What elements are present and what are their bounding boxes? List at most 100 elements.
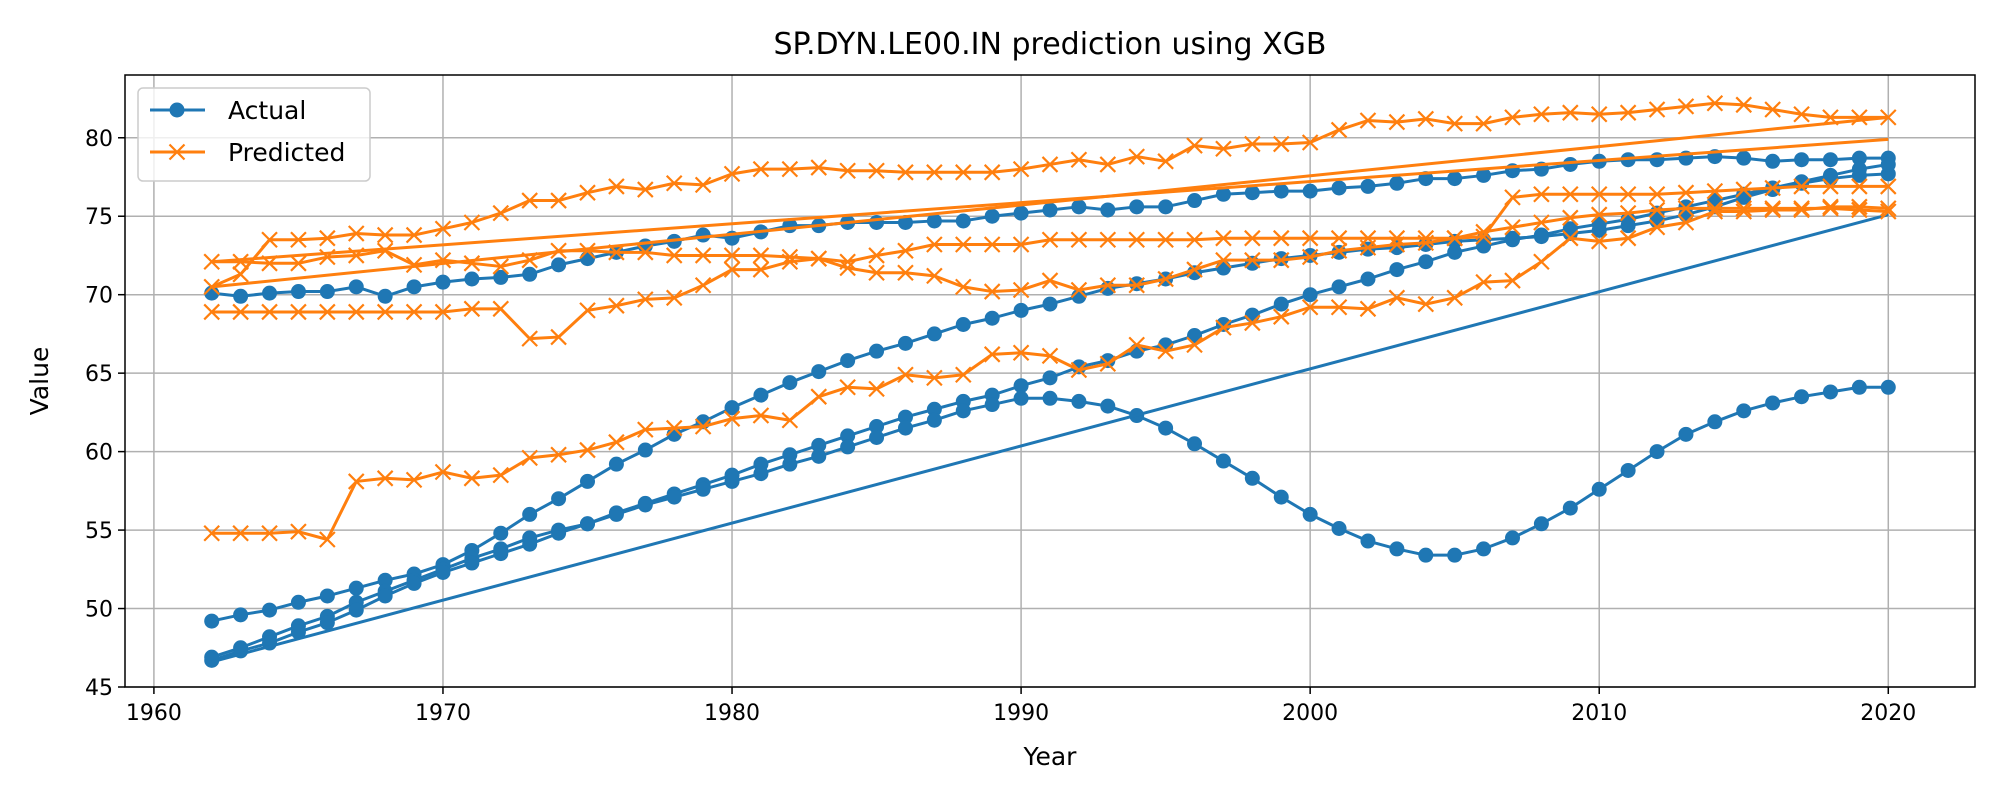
- predicted-point: [434, 220, 452, 238]
- predicted-point: [405, 256, 423, 274]
- actual-point: [1273, 251, 1289, 267]
- actual-point: [1765, 395, 1781, 411]
- actual-point: [811, 437, 827, 453]
- actual-point: [1302, 247, 1318, 263]
- actual-point: [551, 491, 567, 507]
- x-tick-label: 1980: [704, 701, 760, 726]
- predicted-point: [1475, 273, 1492, 291]
- predicted-point: [1244, 314, 1261, 332]
- predicted-point: [232, 524, 249, 542]
- predicted-point: [608, 433, 625, 451]
- predicted-point: [1793, 201, 1810, 219]
- predicted-point: [290, 523, 307, 540]
- actual-point: [1100, 202, 1116, 218]
- predicted-point: [1330, 121, 1348, 139]
- predicted-point: [637, 291, 654, 308]
- actual-point: [290, 284, 306, 300]
- y-tick-label: 75: [85, 205, 113, 230]
- series-actual-3: [204, 379, 1896, 668]
- predicted-point: [1301, 134, 1319, 151]
- predicted-point: [1215, 140, 1232, 158]
- predicted-point: [1359, 229, 1377, 247]
- actual-point: [724, 400, 740, 416]
- actual-point: [262, 602, 278, 618]
- predicted-point: [1533, 214, 1550, 231]
- actual-point: [1880, 156, 1896, 172]
- predicted-point: [1128, 231, 1145, 249]
- actual-point: [1562, 156, 1578, 172]
- predicted-point: [1215, 251, 1232, 269]
- actual-point: [1389, 175, 1405, 191]
- predicted-point: [1272, 229, 1290, 247]
- y-axis: 45 50 55 60 65 70 75 80: [85, 127, 125, 701]
- predicted-point: [521, 449, 538, 467]
- predicted-point: [1301, 248, 1319, 266]
- predicted-point: [1272, 135, 1290, 153]
- predicted-point: [1648, 201, 1666, 219]
- predicted-point: [1562, 104, 1579, 121]
- predicted-point: [839, 253, 856, 271]
- predicted-point: [1099, 156, 1117, 173]
- actual-point: [551, 525, 567, 541]
- actual-point: [695, 481, 711, 497]
- predicted-point: [492, 300, 510, 318]
- predicted-point: [983, 283, 1001, 300]
- actual-point: [262, 285, 278, 301]
- actual-point: [1533, 516, 1549, 532]
- predicted-point: [868, 264, 885, 282]
- predicted-point: [1590, 233, 1608, 250]
- predicted-point: [290, 255, 307, 272]
- actual-point: [897, 215, 913, 231]
- predicted-point: [1417, 110, 1435, 128]
- predicted-point: [955, 366, 972, 384]
- predicted-point: [319, 531, 336, 548]
- predicted-point: [1793, 105, 1810, 123]
- predicted-point: [1157, 153, 1174, 170]
- actual-point: [522, 506, 538, 522]
- actual-point: [1851, 379, 1867, 395]
- actual-point: [204, 652, 220, 668]
- actual-point: [984, 310, 1000, 326]
- legend-entry-predicted: Predicted: [150, 138, 345, 167]
- series-line: [211, 115, 1889, 289]
- actual-point: [551, 257, 567, 273]
- actual-point: [1071, 393, 1087, 409]
- predicted-point: [521, 192, 538, 209]
- y-tick-label: 70: [85, 284, 113, 309]
- predicted-point: [1359, 112, 1377, 129]
- predicted-point: [926, 164, 943, 181]
- actual-point: [1360, 241, 1376, 257]
- predicted-point: [1764, 101, 1781, 118]
- predicted-point: [781, 253, 799, 271]
- predicted-point: [1099, 276, 1117, 294]
- actual-point: [1071, 199, 1087, 215]
- actual-point: [1100, 398, 1116, 414]
- predicted-point: [694, 247, 712, 264]
- actual-point: [406, 279, 422, 295]
- predicted-point: [376, 470, 394, 487]
- actual-point: [897, 409, 913, 425]
- predicted-point: [1186, 231, 1203, 249]
- actual-point: [753, 387, 769, 403]
- actual-point: [1822, 384, 1838, 400]
- predicted-point: [1562, 209, 1579, 227]
- plot-frame: [124, 74, 1976, 688]
- predicted-point: [897, 366, 914, 384]
- actual-point: [1822, 152, 1838, 168]
- predicted-point: [376, 242, 394, 260]
- actual-point: [1215, 453, 1231, 469]
- predicted-point: [723, 165, 741, 183]
- chart-title: SP.DYN.LE00.IN prediction using XGB: [774, 27, 1327, 62]
- actual-point: [319, 284, 335, 300]
- actual-point: [406, 575, 422, 591]
- legend-label: Predicted: [228, 138, 345, 167]
- predicted-point: [579, 184, 596, 201]
- actual-point: [1158, 199, 1174, 215]
- predicted-point: [1533, 185, 1550, 203]
- predicted-point: [637, 244, 654, 261]
- actual-point: [1794, 389, 1810, 405]
- x-tick-label: 1960: [126, 701, 182, 726]
- predicted-point: [1706, 203, 1724, 220]
- predicted-point: [1880, 178, 1897, 195]
